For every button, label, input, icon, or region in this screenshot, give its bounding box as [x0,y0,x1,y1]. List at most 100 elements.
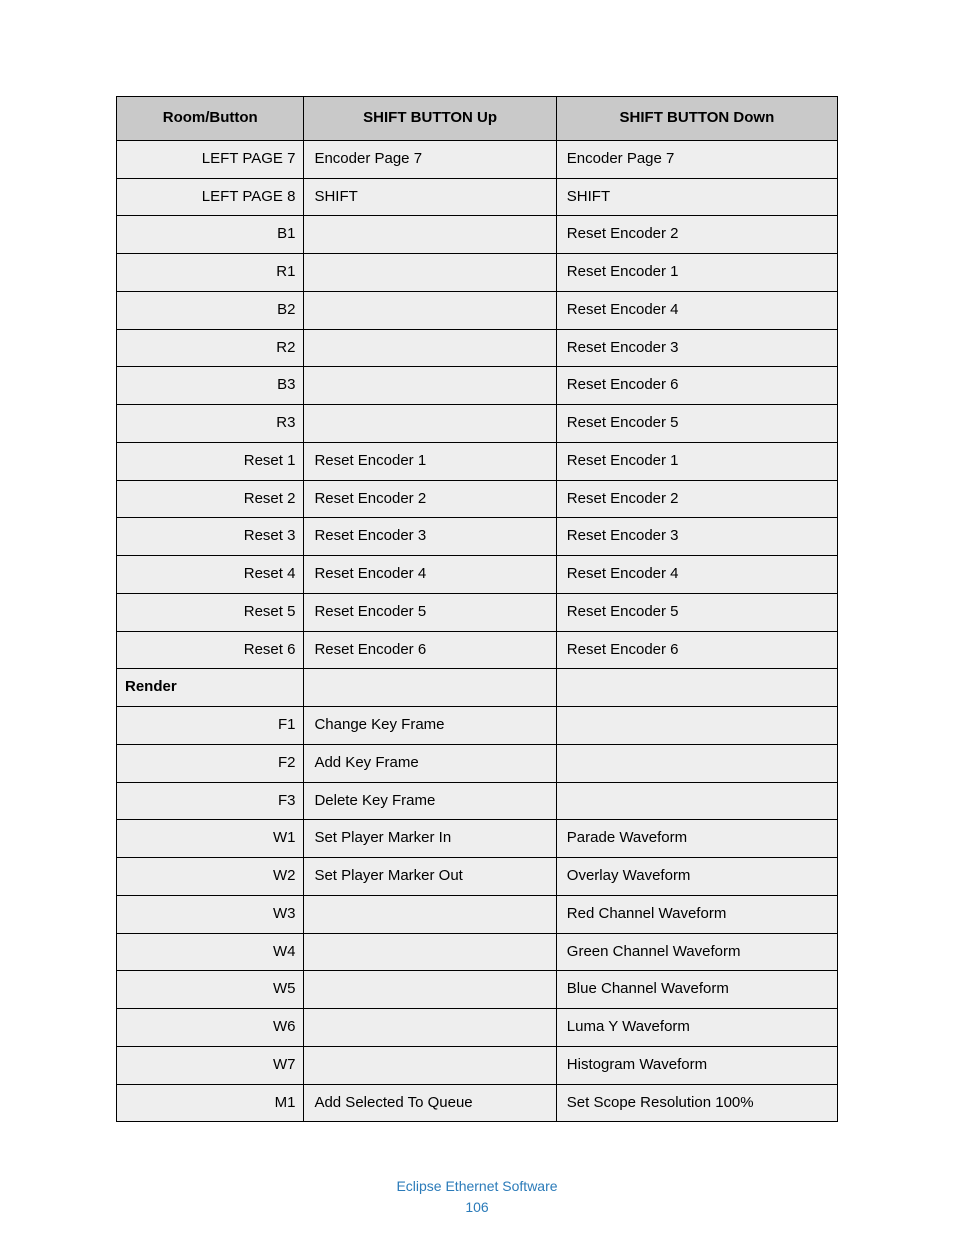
shift-button-table: Room/Button SHIFT BUTTON Up SHIFT BUTTON… [116,96,838,1122]
cell-shift-down: Reset Encoder 4 [556,556,837,594]
cell-shift-up [304,1009,556,1047]
cell-room-button: Render [117,669,304,707]
cell-room-button: Reset 5 [117,593,304,631]
table-row: R3 Reset Encoder 5 [117,405,838,443]
cell-room-button: Reset 4 [117,556,304,594]
cell-shift-down [556,669,837,707]
cell-shift-down: Reset Encoder 5 [556,593,837,631]
cell-room-button: Reset 2 [117,480,304,518]
cell-shift-up: Delete Key Frame [304,782,556,820]
cell-shift-down: Red Channel Waveform [556,895,837,933]
table-row: R2 Reset Encoder 3 [117,329,838,367]
cell-shift-up: Set Player Marker Out [304,858,556,896]
cell-shift-down: Green Channel Waveform [556,933,837,971]
cell-shift-down [556,782,837,820]
table-row: W6Luma Y Waveform [117,1009,838,1047]
cell-room-button: Reset 1 [117,442,304,480]
cell-room-button: R2 [117,329,304,367]
cell-shift-up [304,933,556,971]
table-row: LEFT PAGE 7Encoder Page 7Encoder Page 7 [117,140,838,178]
cell-shift-down: SHIFT [556,178,837,216]
cell-shift-up: Reset Encoder 5 [304,593,556,631]
cell-shift-up [304,895,556,933]
cell-room-button: F1 [117,707,304,745]
table-row: Reset 5Reset Encoder 5Reset Encoder 5 [117,593,838,631]
table-row: B1Reset Encoder 2 [117,216,838,254]
cell-shift-down: Reset Encoder 4 [556,291,837,329]
table-row: Reset 3Reset Encoder 3Reset Encoder 3 [117,518,838,556]
table-row: Reset 4Reset Encoder 4Reset Encoder 4 [117,556,838,594]
cell-shift-down: Reset Encoder 6 [556,631,837,669]
cell-shift-down: Blue Channel Waveform [556,971,837,1009]
cell-shift-up: Set Player Marker In [304,820,556,858]
cell-room-button: LEFT PAGE 8 [117,178,304,216]
cell-shift-up [304,216,556,254]
cell-room-button: Reset 3 [117,518,304,556]
cell-room-button: F3 [117,782,304,820]
cell-room-button: B3 [117,367,304,405]
cell-shift-down: Reset Encoder 1 [556,254,837,292]
table-row: W5 Blue Channel Waveform [117,971,838,1009]
cell-room-button: LEFT PAGE 7 [117,140,304,178]
col-room-button: Room/Button [117,97,304,141]
cell-shift-up: Reset Encoder 4 [304,556,556,594]
cell-shift-up [304,367,556,405]
footer-page-number: 106 [116,1197,838,1217]
cell-shift-up: Change Key Frame [304,707,556,745]
cell-shift-up [304,254,556,292]
cell-shift-up: Add Selected To Queue [304,1084,556,1122]
table-row: F2Add Key Frame [117,744,838,782]
cell-room-button: M1 [117,1084,304,1122]
cell-shift-down: Reset Encoder 3 [556,329,837,367]
table-row: W3 Red Channel Waveform [117,895,838,933]
table-row: R1Reset Encoder 1 [117,254,838,292]
cell-shift-up [304,1046,556,1084]
table-header-row: Room/Button SHIFT BUTTON Up SHIFT BUTTON… [117,97,838,141]
cell-room-button: R3 [117,405,304,443]
cell-room-button: W3 [117,895,304,933]
table-row: LEFT PAGE 8SHIFTSHIFT [117,178,838,216]
table-row: W2Set Player Marker OutOverlay Waveform [117,858,838,896]
cell-shift-up [304,291,556,329]
cell-shift-up [304,329,556,367]
table-row: Reset 6Reset Encoder 6Reset Encoder 6 [117,631,838,669]
table-row: W4Green Channel Waveform [117,933,838,971]
cell-room-button: F2 [117,744,304,782]
cell-shift-down: Reset Encoder 2 [556,480,837,518]
cell-shift-up [304,669,556,707]
cell-shift-down: Histogram Waveform [556,1046,837,1084]
cell-shift-down: Parade Waveform [556,820,837,858]
cell-room-button: B2 [117,291,304,329]
cell-shift-down: Reset Encoder 6 [556,367,837,405]
table-row: W7 Histogram Waveform [117,1046,838,1084]
cell-shift-up: Encoder Page 7 [304,140,556,178]
cell-shift-up: Reset Encoder 3 [304,518,556,556]
cell-shift-down [556,707,837,745]
col-shift-up: SHIFT BUTTON Up [304,97,556,141]
cell-shift-up: SHIFT [304,178,556,216]
cell-shift-down: Reset Encoder 5 [556,405,837,443]
table-row: B2 Reset Encoder 4 [117,291,838,329]
table-row: B3 Reset Encoder 6 [117,367,838,405]
cell-room-button: W2 [117,858,304,896]
cell-shift-up: Reset Encoder 1 [304,442,556,480]
cell-shift-up: Reset Encoder 2 [304,480,556,518]
footer-title: Eclipse Ethernet Software [116,1176,838,1196]
cell-shift-down: Overlay Waveform [556,858,837,896]
cell-room-button: Reset 6 [117,631,304,669]
table-row: Reset 2Reset Encoder 2Reset Encoder 2 [117,480,838,518]
col-shift-down: SHIFT BUTTON Down [556,97,837,141]
cell-shift-down: Reset Encoder 1 [556,442,837,480]
table-row: Render [117,669,838,707]
table-row: F1Change Key Frame [117,707,838,745]
cell-room-button: W7 [117,1046,304,1084]
cell-room-button: B1 [117,216,304,254]
cell-shift-down: Set Scope Resolution 100% [556,1084,837,1122]
cell-room-button: W5 [117,971,304,1009]
cell-room-button: W1 [117,820,304,858]
cell-shift-up [304,971,556,1009]
cell-shift-down: Luma Y Waveform [556,1009,837,1047]
cell-shift-up: Add Key Frame [304,744,556,782]
cell-shift-down [556,744,837,782]
page-footer: Eclipse Ethernet Software 106 [116,1176,838,1217]
